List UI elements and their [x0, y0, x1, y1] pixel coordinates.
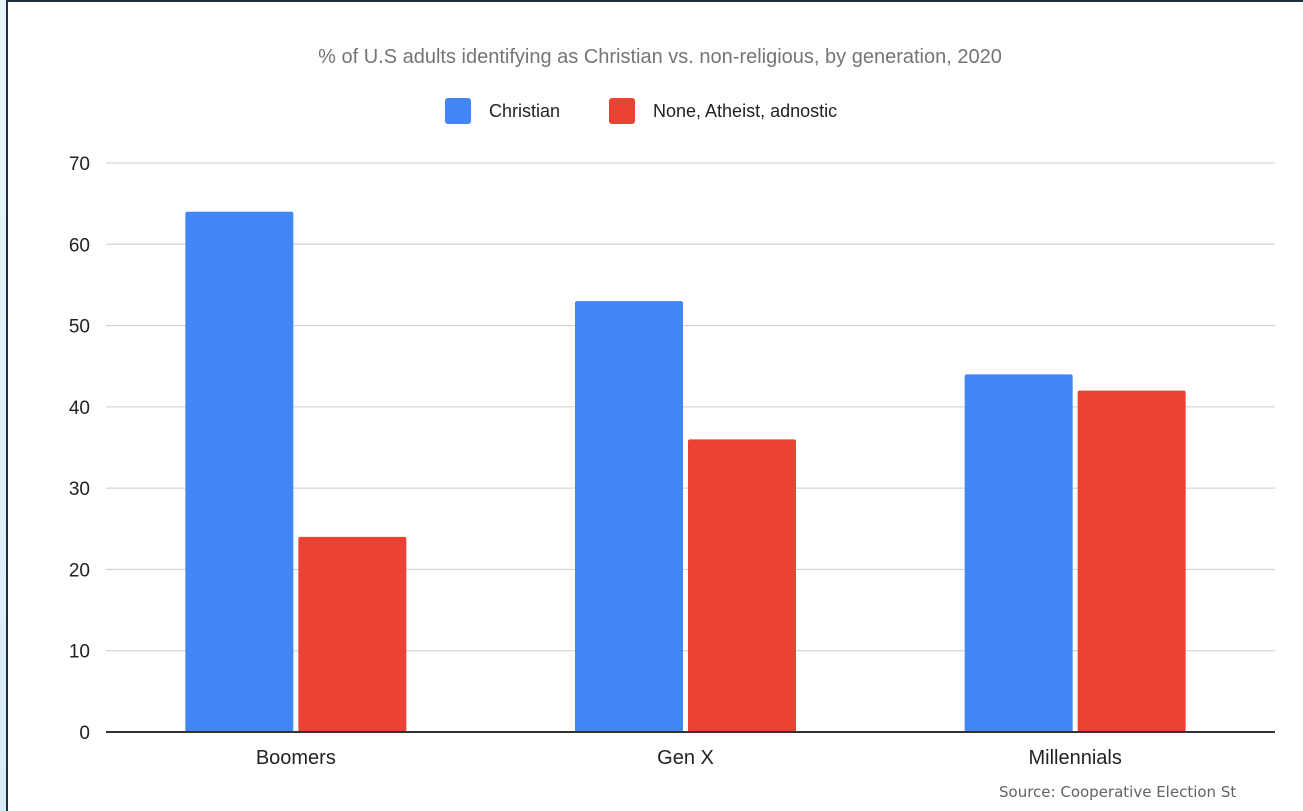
y-tick-label: 30 — [69, 479, 90, 500]
legend-swatch-none — [609, 98, 635, 124]
bar-christian-gen-x — [575, 301, 683, 732]
x-tick-label: Boomers — [256, 747, 336, 769]
y-tick-label: 20 — [69, 560, 90, 581]
y-tick-label: 60 — [69, 235, 90, 256]
bar-christian-boomers — [185, 211, 294, 732]
chart-title: % of U.S adults identifying as Christian… — [318, 46, 1002, 68]
x-axis-ticks: Boomers Gen X Millennials — [256, 747, 1122, 769]
y-tick-label: 50 — [69, 317, 90, 338]
x-tick-label: Gen X — [657, 747, 714, 769]
y-tick-label: 0 — [79, 723, 90, 744]
legend: Christian None, Atheist, adnostic — [445, 98, 837, 124]
legend-label-none: None, Atheist, adnostic — [653, 101, 837, 121]
y-tick-label: 70 — [69, 154, 90, 175]
y-tick-label: 40 — [69, 398, 90, 419]
legend-label-christian: Christian — [489, 101, 560, 121]
bar-none-gen-x — [688, 439, 796, 732]
source-note: Source: Cooperative Election St — [999, 783, 1237, 801]
bar-christian-millennials — [964, 374, 1073, 732]
y-tick-label: 10 — [69, 642, 90, 663]
legend-swatch-christian — [445, 98, 471, 124]
bar-none-boomers — [298, 536, 407, 732]
left-edge-strip — [0, 0, 6, 811]
bar-none-millennials — [1077, 390, 1186, 732]
y-axis-ticks: 0 10 20 30 40 50 60 70 — [69, 154, 90, 744]
x-tick-label: Millennials — [1028, 747, 1121, 769]
bars — [185, 211, 1186, 732]
